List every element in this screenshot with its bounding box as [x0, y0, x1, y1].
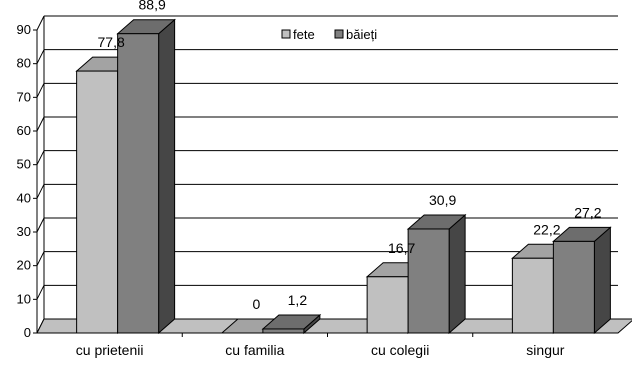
bar-băieți-2 [406, 213, 467, 335]
bars [75, 18, 612, 335]
data-label: 0 [252, 296, 260, 312]
data-label: 27,2 [574, 204, 601, 220]
gridline-side [36, 116, 45, 132]
y-tick-label: 30 [17, 224, 31, 239]
bar-front [262, 328, 305, 334]
legend-swatch-baieti [334, 29, 344, 39]
y-tick-label: 60 [17, 123, 31, 138]
bar-side [448, 213, 466, 335]
data-label: 22,2 [533, 221, 560, 237]
legend: fete băieți [281, 27, 377, 42]
y-tick-label: 70 [17, 89, 31, 104]
bar-side [593, 226, 611, 335]
y-tick-label: 10 [17, 291, 31, 306]
gridline-side [36, 83, 45, 98]
y-tick-label: 20 [17, 258, 31, 273]
data-label: 1,2 [288, 292, 308, 308]
data-label: 30,9 [429, 192, 456, 208]
bar-front [366, 276, 409, 334]
y-tick-label: 50 [17, 157, 31, 172]
y-tick-label: 80 [17, 56, 31, 71]
bar-side [158, 18, 176, 335]
gridline-side [36, 217, 45, 233]
y-tick-label: 40 [17, 190, 31, 205]
bar-front [117, 33, 160, 334]
data-label: 16,7 [388, 240, 415, 256]
y-tick-label: 90 [17, 22, 31, 37]
bar-front [552, 240, 595, 334]
legend-label-fete: fete [293, 27, 315, 42]
data-label: 77,8 [98, 34, 125, 50]
bar-front [407, 228, 450, 334]
bar-băieți-1 [261, 313, 322, 335]
bar-front [511, 257, 554, 334]
bar-băieți-3 [552, 226, 612, 335]
y-tick-label: 0 [24, 325, 31, 340]
gridline-side [36, 15, 45, 31]
gridline-side [36, 49, 45, 64]
bar-băieți-0 [116, 18, 176, 335]
legend-label-baieti: băieți [346, 27, 377, 42]
data-label: 88,9 [139, 0, 166, 13]
data-labels: 77,8 88,9 0 1,2 16,7 30,9 22,2 27,2 [98, 0, 602, 312]
gridline-side [36, 285, 45, 300]
x-tick-label: cu colegii [371, 342, 429, 358]
x-tick-label: singur [526, 342, 564, 358]
gridline-side [36, 251, 45, 266]
x-tick-label: cu familia [225, 342, 284, 358]
legend-swatch-fete [281, 29, 291, 39]
bar-front [76, 70, 119, 334]
x-tick-label: cu prietenii [76, 342, 144, 358]
gridline-side [36, 150, 45, 165]
gridline-side [36, 184, 45, 199]
